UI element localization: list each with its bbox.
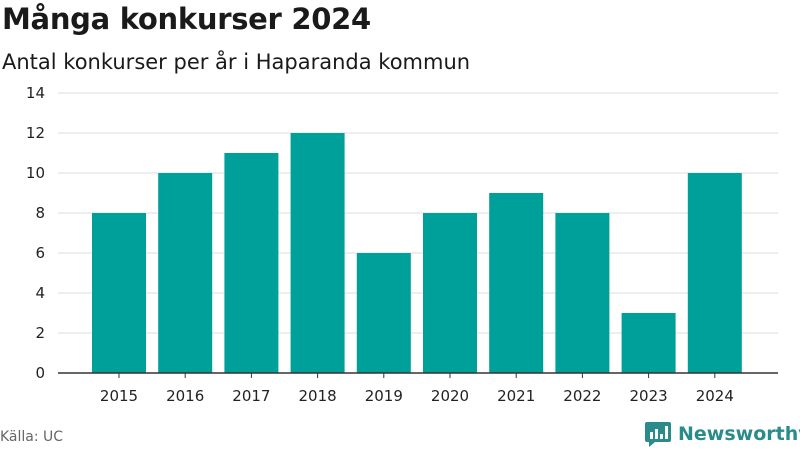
brand-name: Newsworthy: [678, 423, 800, 445]
x-tick-label: 2015: [100, 387, 138, 405]
y-tick-label: 6: [35, 244, 45, 262]
y-tick-label: 2: [35, 324, 45, 342]
x-tick-label: 2021: [497, 387, 535, 405]
x-tick-label: 2024: [696, 387, 734, 405]
y-tick-label: 0: [35, 364, 45, 382]
y-tick-label: 14: [26, 84, 45, 102]
newsworthy-logo-icon: [645, 422, 671, 447]
bar-2017: [224, 153, 279, 373]
x-tick-label: 2017: [232, 387, 270, 405]
bar-2024: [687, 173, 742, 373]
chart-subtitle: Antal konkurser per år i Haparanda kommu…: [2, 50, 471, 74]
y-tick-label: 8: [35, 204, 45, 222]
bar-2015: [92, 213, 146, 373]
chart-title: Många konkurser 2024: [2, 2, 371, 36]
x-tick-label: 2023: [630, 387, 668, 405]
bar-2022: [555, 213, 610, 373]
x-tick-label: 2016: [166, 387, 204, 405]
x-tick-label: 2018: [299, 387, 337, 405]
bar-2018: [290, 133, 345, 373]
x-tick-label: 2020: [431, 387, 469, 405]
y-tick-label: 4: [35, 284, 45, 302]
x-tick-label: 2022: [563, 387, 601, 405]
brand-logo: Newsworthy: [644, 420, 800, 448]
bar-2019: [356, 253, 411, 373]
axes: [58, 372, 778, 378]
bar-2021: [489, 193, 544, 373]
bars: [92, 133, 742, 373]
bar-2023: [621, 313, 676, 373]
x-tick-label: 2019: [365, 387, 403, 405]
source-note: Källa: UC: [0, 429, 64, 445]
y-tick-label: 12: [26, 124, 45, 142]
y-tick-label: 10: [26, 164, 45, 182]
tick-labels: 0 2 4 6 8 10 12 14 2015 2016 2017 2018 2019 2020 2021 2…: [26, 84, 734, 405]
bar-2016: [158, 173, 213, 373]
bar-2020: [423, 213, 477, 373]
